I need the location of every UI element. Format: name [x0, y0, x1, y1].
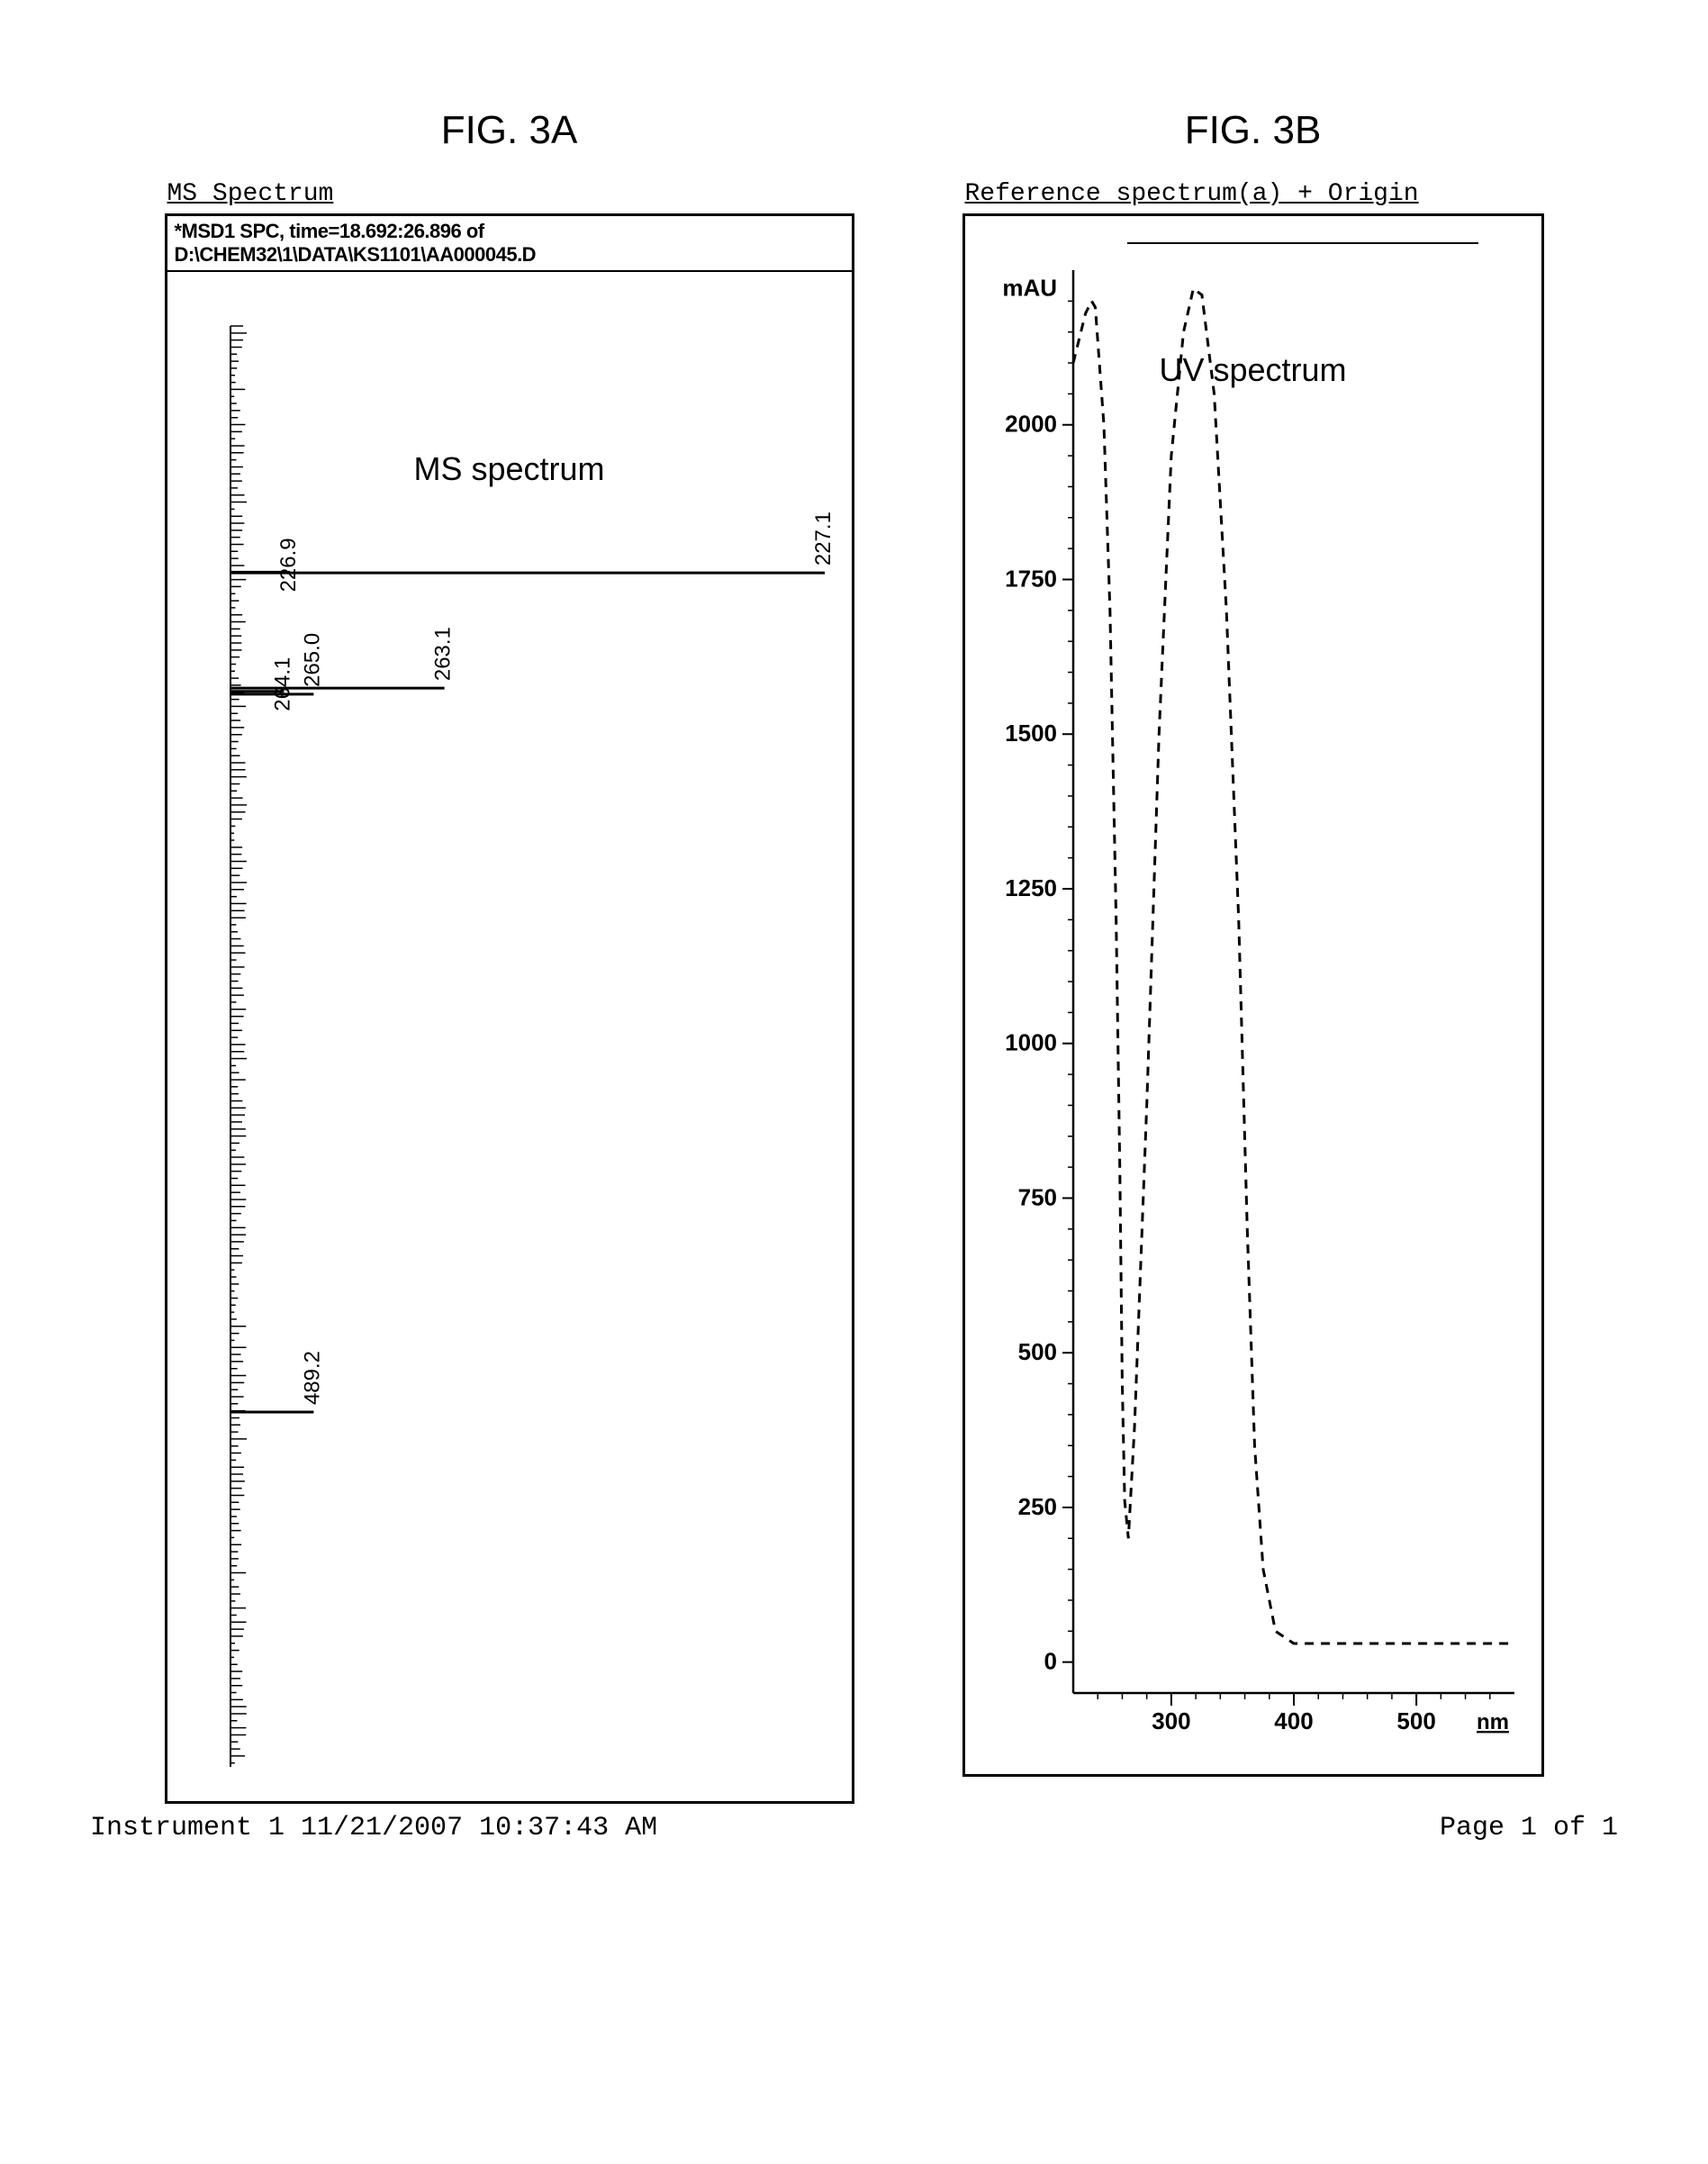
- svg-text:227.1: 227.1: [811, 512, 836, 566]
- svg-text:226.9: 226.9: [276, 538, 301, 592]
- svg-text:264.1: 264.1: [270, 657, 294, 711]
- svg-text:265.0: 265.0: [300, 633, 324, 687]
- svg-text:2000: 2000: [1005, 411, 1057, 438]
- footer-right: Page 1 of 1: [1440, 1813, 1618, 1843]
- ms-inner-label: MS spectrum: [413, 450, 604, 488]
- svg-text:500: 500: [1017, 1338, 1056, 1365]
- uv-svg: 0 250 500 750 1000 1250 1500 1750 2000 mAU 300 400 5…: [965, 216, 1541, 1774]
- svg-text:1000: 1000: [1005, 1029, 1057, 1056]
- ms-header: MS Spectrum: [167, 180, 852, 208]
- uv-chart-box: UV spectrum 0 250 500 750 1000 1250 1500 1750 20…: [962, 213, 1544, 1777]
- fig-a-label: FIG. 3A: [441, 108, 578, 153]
- page-container: FIG. 3A MS Spectrum *MSD1 SPC, time=18.6…: [36, 36, 1672, 2128]
- svg-text:1750: 1750: [1005, 565, 1057, 592]
- svg-text:750: 750: [1017, 1183, 1056, 1210]
- svg-text:1250: 1250: [1005, 874, 1057, 901]
- svg-text:489.2: 489.2: [300, 1351, 324, 1405]
- svg-text:400: 400: [1274, 1707, 1313, 1734]
- svg-text:300: 300: [1152, 1707, 1190, 1734]
- svg-text:250: 250: [1017, 1493, 1056, 1520]
- fig-b-label: FIG. 3B: [1185, 108, 1322, 153]
- svg-text:500: 500: [1396, 1707, 1435, 1734]
- ms-subtitle: *MSD1 SPC, time=18.692:26.896 of D:\CHEM…: [167, 216, 852, 272]
- svg-text:mAU: mAU: [1002, 274, 1057, 301]
- charts-row: FIG. 3A MS Spectrum *MSD1 SPC, time=18.6…: [36, 108, 1672, 1804]
- svg-text:263.1: 263.1: [430, 627, 455, 681]
- uv-header: Reference spectrum(a) + Origin: [965, 180, 1541, 208]
- svg-text:nm: nm: [1477, 1710, 1509, 1734]
- svg-text:1500: 1500: [1005, 720, 1057, 747]
- uv-inner-label: UV spectrum: [1159, 351, 1346, 389]
- ms-svg: 226.9 227.1 263.1 264.1265.0 489.2: [167, 272, 852, 1821]
- uv-panel: FIG. 3B Reference spectrum(a) + Origin U…: [962, 108, 1544, 1804]
- svg-text:0: 0: [1044, 1648, 1056, 1675]
- ms-chart-box: *MSD1 SPC, time=18.692:26.896 of D:\CHEM…: [165, 213, 854, 1804]
- ms-panel: FIG. 3A MS Spectrum *MSD1 SPC, time=18.6…: [165, 108, 854, 1804]
